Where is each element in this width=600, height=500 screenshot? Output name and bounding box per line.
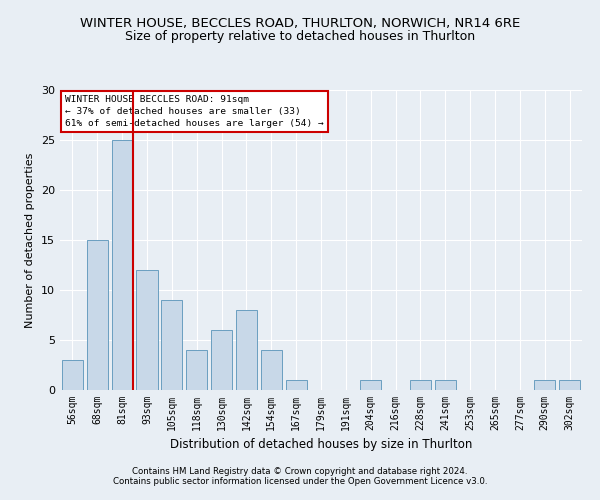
- X-axis label: Distribution of detached houses by size in Thurlton: Distribution of detached houses by size …: [170, 438, 472, 452]
- Bar: [112, 140, 133, 390]
- Text: Contains public sector information licensed under the Open Government Licence v3: Contains public sector information licen…: [113, 477, 487, 486]
- Bar: [186, 350, 207, 390]
- Bar: [286, 380, 307, 390]
- Bar: [261, 350, 282, 390]
- Bar: [360, 380, 381, 390]
- Bar: [87, 240, 108, 390]
- Bar: [534, 380, 555, 390]
- Text: Contains HM Land Registry data © Crown copyright and database right 2024.: Contains HM Land Registry data © Crown c…: [132, 467, 468, 476]
- Text: WINTER HOUSE, BECCLES ROAD, THURLTON, NORWICH, NR14 6RE: WINTER HOUSE, BECCLES ROAD, THURLTON, NO…: [80, 18, 520, 30]
- Text: Size of property relative to detached houses in Thurlton: Size of property relative to detached ho…: [125, 30, 475, 43]
- Bar: [62, 360, 83, 390]
- Bar: [410, 380, 431, 390]
- Bar: [211, 330, 232, 390]
- Y-axis label: Number of detached properties: Number of detached properties: [25, 152, 35, 328]
- Bar: [236, 310, 257, 390]
- Bar: [136, 270, 158, 390]
- Bar: [161, 300, 182, 390]
- Text: WINTER HOUSE BECCLES ROAD: 91sqm
← 37% of detached houses are smaller (33)
61% o: WINTER HOUSE BECCLES ROAD: 91sqm ← 37% o…: [65, 94, 324, 128]
- Bar: [559, 380, 580, 390]
- Bar: [435, 380, 456, 390]
